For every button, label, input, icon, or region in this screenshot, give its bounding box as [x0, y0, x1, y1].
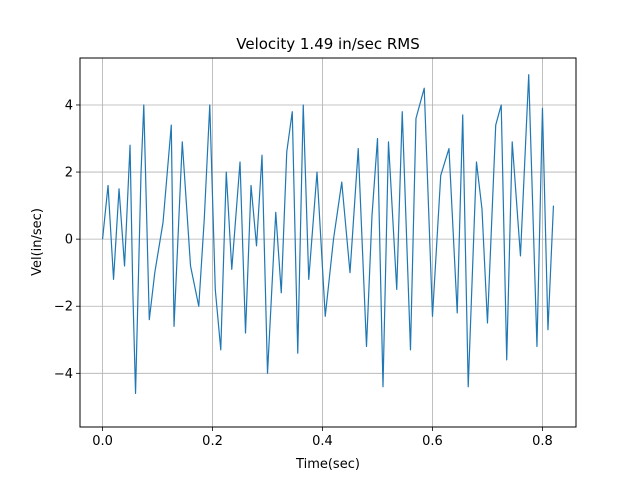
y-tick-label: −2: [54, 300, 73, 315]
x-tick-label: 0.4: [312, 434, 333, 449]
y-tick-label: 2: [65, 166, 73, 181]
axes-frame: [79, 57, 577, 428]
x-axis-label: Time(sec): [295, 457, 360, 472]
chart-title: Velocity 1.49 in/sec RMS: [236, 35, 419, 53]
x-tick-label: 0.2: [202, 434, 223, 449]
x-tick-label: 0.8: [532, 434, 553, 449]
velocity-series-line: [101, 74, 555, 395]
plot-area: [101, 74, 555, 395]
axis-ticks: 0.0 0.2 0.4 0.6 0.8 −4 −2 0 2 4: [54, 98, 553, 449]
y-axis-label: Vel(in/sec): [30, 208, 45, 276]
x-tick-label: 0.6: [422, 434, 443, 449]
y-tick-label: 4: [65, 98, 73, 113]
x-tick-label: 0.0: [92, 434, 113, 449]
y-tick-label: −4: [54, 367, 73, 382]
y-tick-label: 0: [65, 233, 73, 248]
